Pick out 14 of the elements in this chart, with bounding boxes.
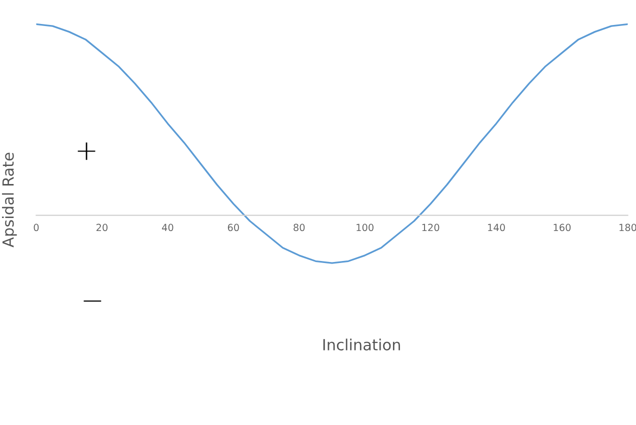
x-tick-label: 80 [294, 224, 305, 232]
y-axis-title: Apsidal Rate [2, 152, 17, 248]
x-axis-title: Inclination [323, 338, 400, 350]
text: − [84, 300, 102, 302]
annotation: + [78, 142, 96, 160]
x-tick-label: 180 [620, 224, 636, 232]
x-tick-label: 0 [34, 224, 39, 232]
x-tick-label: 160 [554, 224, 571, 232]
x-tick-label: 20 [96, 224, 108, 232]
x-tick-label: 140 [488, 224, 505, 232]
x-tick-label: 100 [356, 224, 374, 232]
x-tick-label: 40 [162, 224, 174, 232]
x-tick-label: 60 [228, 224, 239, 232]
x-tick-label: 120 [422, 224, 440, 232]
